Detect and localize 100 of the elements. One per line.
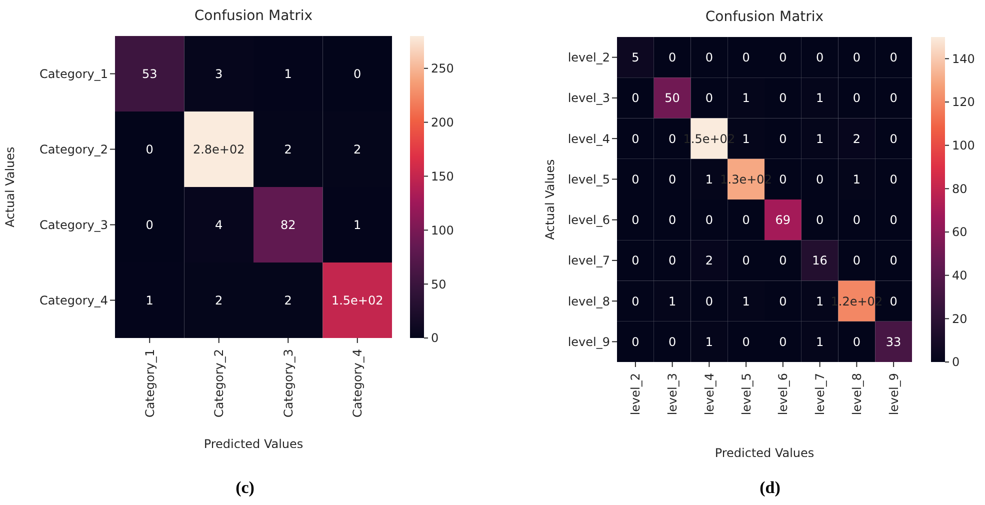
y-tick-label: level_3 xyxy=(568,91,610,106)
color-bar-label: 150 xyxy=(431,169,454,184)
data-label: 69 xyxy=(775,213,791,228)
data-label: 0 xyxy=(779,254,787,268)
y-tick-label: level_2 xyxy=(568,50,610,65)
data-label: 1 xyxy=(816,91,824,106)
x-tick-label: level_6 xyxy=(776,373,790,416)
data-label: 53 xyxy=(142,66,158,81)
chart-title: Confusion Matrix xyxy=(193,8,314,24)
data-label: 0 xyxy=(779,334,787,349)
data-label: 0 xyxy=(890,172,898,186)
color-bar-label: 100 xyxy=(952,138,975,153)
data-label: 3 xyxy=(215,66,223,81)
colorbar: 0 50 100 150 200 250 xyxy=(410,36,470,348)
color-bar-label: 50 xyxy=(431,277,446,292)
color-bar-label: 250 xyxy=(431,62,454,76)
data-label: 2.8e+02 xyxy=(192,142,245,156)
y-axis-title: Actual Values xyxy=(543,159,558,240)
data-label: 0 xyxy=(779,91,787,106)
data-label: 0 xyxy=(779,50,787,65)
text: (d) xyxy=(758,478,782,498)
data-label: 0 xyxy=(852,334,861,349)
data-label: 0 xyxy=(632,294,640,308)
data-label: 0 xyxy=(890,294,898,308)
data-label: 0 xyxy=(890,132,898,146)
data-label: 0 xyxy=(668,334,676,349)
data-label: 50 xyxy=(664,91,680,106)
data-label: 0 xyxy=(705,50,714,65)
data-label: 1 xyxy=(816,294,824,308)
data-label: 0 xyxy=(816,172,824,186)
data-label: 0 xyxy=(668,172,676,186)
x-axis-title: Predicted Values xyxy=(714,446,814,460)
y-tick-label: Category_3 xyxy=(40,218,108,232)
y-tick-label: level_8 xyxy=(568,294,610,308)
color-bar-label: 100 xyxy=(431,223,454,238)
data-label: 0 xyxy=(742,213,750,228)
data-label: 0 xyxy=(852,254,861,268)
data-label: 1 xyxy=(816,334,824,349)
data-label: 1 xyxy=(354,218,362,232)
data-label: 1 xyxy=(816,132,824,146)
data-label: 0 xyxy=(668,50,676,65)
x-tick-label: level_9 xyxy=(886,373,901,416)
data-label: 0 xyxy=(632,91,640,106)
colorbar: 0 20 40 60 80 100 120 140 xyxy=(931,37,985,372)
y-tick-label: level_9 xyxy=(568,334,610,349)
x-tick-label: level_3 xyxy=(666,373,680,416)
data-label: 1.5e+02 xyxy=(331,293,384,308)
x-tick-label: Category_3 xyxy=(281,349,296,418)
color-bar-label: 120 xyxy=(952,95,975,110)
data-label: 0 xyxy=(852,50,861,65)
data-label: 0 xyxy=(668,132,676,146)
color-bar-label: 60 xyxy=(952,225,968,240)
data-label: 0 xyxy=(890,213,898,228)
x-tick-label: Category_1 xyxy=(142,349,157,418)
data-label: 0 xyxy=(779,132,787,146)
data-label: 0 xyxy=(146,218,154,232)
data-label: 0 xyxy=(890,50,898,65)
data-label: 0 xyxy=(668,254,676,268)
color-bar-label: 0 xyxy=(952,355,960,370)
data-label: 0 xyxy=(146,142,154,156)
x-tick-label: level_5 xyxy=(739,373,754,416)
data-label: 0 xyxy=(632,213,640,228)
data-label: 5 xyxy=(632,50,640,65)
data-label: 0 xyxy=(705,294,714,308)
data-label: 0 xyxy=(668,213,676,228)
data-label: 2 xyxy=(705,254,714,268)
y-tick-label: Category_2 xyxy=(40,142,108,157)
color-bar-label: 200 xyxy=(431,115,454,130)
data-label: 0 xyxy=(890,91,898,106)
color-bar-label: 20 xyxy=(952,312,968,326)
data-label: 0 xyxy=(852,213,861,228)
data-label: 1 xyxy=(284,66,292,81)
y-tick-label: Category_1 xyxy=(40,67,108,82)
data-label: 0 xyxy=(742,254,750,268)
data-label: 1 xyxy=(705,334,714,349)
y-tick-label: level_7 xyxy=(568,254,610,268)
y-tick-label: level_6 xyxy=(568,213,610,228)
data-label: 0 xyxy=(632,334,640,349)
data-label: 2 xyxy=(215,293,223,308)
data-label: 0 xyxy=(354,66,362,81)
x-tick-label: level_8 xyxy=(850,373,864,416)
data-label: 1 xyxy=(705,172,714,186)
data-label: 0 xyxy=(816,50,824,65)
x-axis-title: Predicted Values xyxy=(204,437,304,451)
data-label: 0 xyxy=(852,91,861,106)
color-bar-label: 140 xyxy=(952,52,975,66)
x-tick-label: level_2 xyxy=(628,373,643,416)
color-bar-label: 40 xyxy=(952,268,968,283)
data-label: 0 xyxy=(705,91,714,106)
data-label: 1 xyxy=(742,132,750,146)
data-label: 82 xyxy=(280,218,296,232)
y-axis-title: Actual Values xyxy=(3,146,18,228)
data-label: 0 xyxy=(742,50,750,65)
data-label: 0 xyxy=(890,254,898,268)
x-tick-label: Category_4 xyxy=(350,349,365,418)
data-label: 2 xyxy=(852,132,861,146)
y-tick-label: level_5 xyxy=(568,172,610,186)
data-label: 0 xyxy=(632,132,640,146)
data-label: 33 xyxy=(886,334,902,349)
data-label: 1 xyxy=(668,294,676,308)
